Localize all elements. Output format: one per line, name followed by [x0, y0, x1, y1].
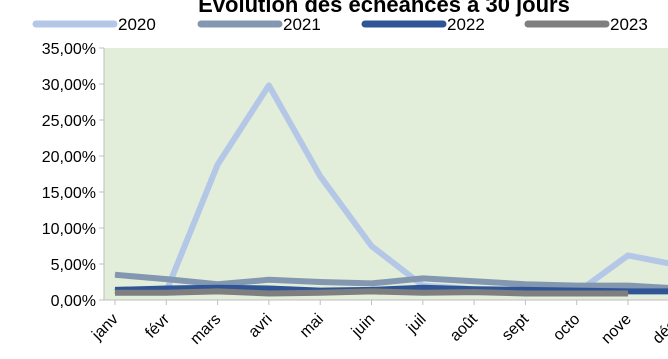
y-tick-label: 5,00%: [51, 257, 96, 274]
data-point: [576, 293, 578, 295]
data-point: [576, 285, 578, 287]
y-tick-label: 15,00%: [42, 185, 96, 202]
data-point: [114, 274, 116, 276]
y-tick-label: 10,00%: [42, 221, 96, 238]
data-point: [627, 254, 629, 256]
data-point: [422, 292, 424, 294]
data-point: [319, 292, 321, 294]
legend-label: 2023: [610, 15, 648, 34]
data-point: [473, 291, 475, 293]
chart-title: Évolution des échéances à 30 jours: [198, 0, 570, 17]
data-point: [473, 280, 475, 282]
y-axis: 0,00% 5,00% 10,00% 15,00% 20,00% 25,00% 30,00%…: [42, 41, 105, 310]
y-tick-label: 25,00%: [42, 113, 96, 130]
data-point: [524, 283, 526, 285]
y-tick-label: 0,00%: [51, 293, 96, 310]
x-tick-label: sept: [499, 310, 533, 344]
data-point: [524, 293, 526, 295]
y-tick-label: 20,00%: [42, 149, 96, 166]
data-point: [319, 175, 321, 177]
x-tick-label: mai: [297, 311, 327, 341]
data-point: [422, 277, 424, 279]
data-point: [268, 84, 270, 86]
legend-item-2021: 2021: [197, 15, 321, 34]
series-2021: [114, 271, 668, 291]
x-tick-label: août: [447, 310, 481, 344]
x-axis: janv févr mars avri mai juin juil août sept octo n…: [88, 299, 668, 348]
data-point: [217, 287, 219, 289]
data-point: [422, 287, 424, 289]
data-point: [627, 293, 629, 295]
data-point: [268, 279, 270, 281]
x-tick-label: nove: [598, 311, 635, 348]
data-point: [524, 289, 526, 291]
series-layer: [114, 82, 668, 297]
data-point: [627, 285, 629, 287]
y-tick-label: 35,00%: [42, 41, 96, 58]
x-tick-label: févr: [142, 310, 173, 341]
plot-area: [104, 48, 668, 300]
series-line-2021: [114, 271, 668, 291]
data-point: [114, 292, 116, 294]
x-tick-label: juil: [403, 311, 430, 338]
data-point: [371, 282, 372, 284]
data-point: [165, 287, 167, 289]
legend-item-2023: 2023: [524, 15, 648, 34]
data-point: [217, 290, 219, 292]
legend-label: 2022: [447, 15, 485, 34]
x-tick-label: octo: [550, 311, 583, 344]
data-point: [217, 164, 219, 166]
data-point: [217, 283, 219, 285]
data-point: [268, 287, 270, 289]
x-tick-label: juin: [348, 311, 378, 341]
legend-label: 2020: [118, 15, 156, 34]
x-tick-label: avri: [245, 311, 275, 341]
data-point: [165, 292, 167, 294]
data-point: [371, 290, 372, 292]
data-point: [319, 281, 321, 283]
x-tick-label: mars: [187, 311, 224, 348]
x-tick-label: déce: [650, 311, 668, 348]
legend-label: 2021: [283, 15, 321, 34]
series-2023: [114, 288, 629, 297]
legend-item-2020: 2020: [32, 15, 156, 34]
legend: 2020 2021 2022 2023: [32, 15, 648, 34]
data-point: [371, 245, 372, 247]
y-tick-label: 30,00%: [42, 77, 96, 94]
x-tick-label: janv: [88, 311, 121, 344]
data-point: [165, 278, 167, 280]
data-point: [268, 293, 270, 295]
legend-item-2022: 2022: [361, 15, 485, 34]
